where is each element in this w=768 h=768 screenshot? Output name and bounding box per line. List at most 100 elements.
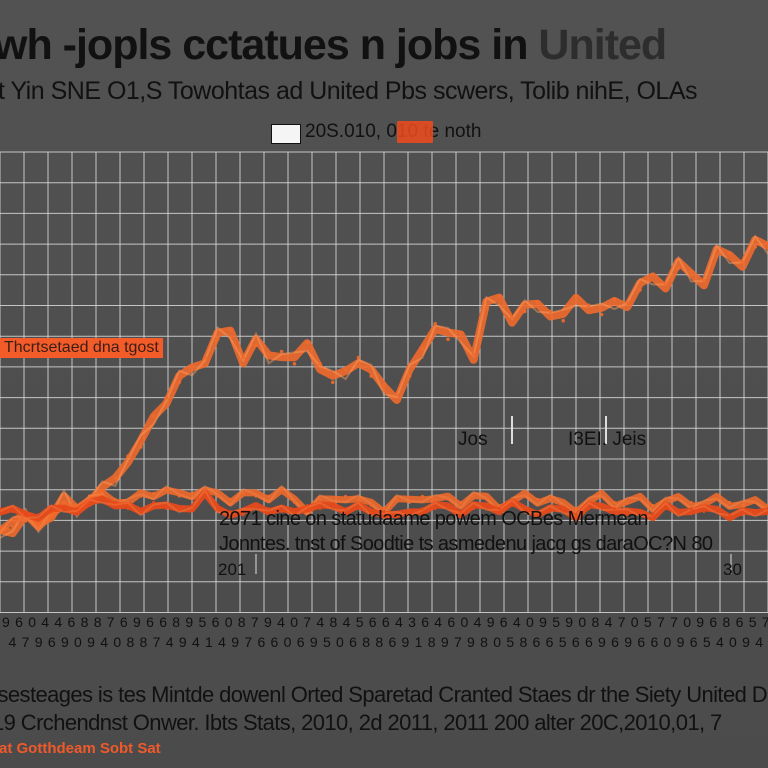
series-point-2 bbox=[677, 498, 680, 501]
x-tick-label: 9 bbox=[185, 614, 193, 630]
series-point-3 bbox=[63, 507, 66, 510]
series-point-3 bbox=[139, 510, 142, 513]
series-point-1 bbox=[382, 384, 386, 388]
series-point-2 bbox=[75, 504, 78, 507]
series-point-2 bbox=[280, 489, 283, 492]
x-tick-label: 6 bbox=[611, 634, 619, 650]
series-point-1 bbox=[753, 245, 757, 249]
series-point-1 bbox=[139, 445, 143, 449]
series-point-1 bbox=[472, 353, 476, 357]
x-tick-label: 6 bbox=[585, 634, 593, 650]
series-point-1 bbox=[485, 307, 489, 311]
x-tick-label: 9 bbox=[467, 634, 475, 650]
x-tick-label: 4 bbox=[434, 614, 442, 630]
x-tick-label: 8 bbox=[592, 614, 600, 630]
x-tick-label: 7 bbox=[657, 614, 665, 630]
series-point-1 bbox=[408, 374, 412, 378]
x-tick-label: 0 bbox=[336, 634, 344, 650]
series-point-2 bbox=[690, 501, 693, 504]
series-point-1 bbox=[536, 300, 540, 304]
x-tick-label: 6 bbox=[533, 634, 541, 650]
x-tick-label: 8 bbox=[362, 634, 370, 650]
series-point-1 bbox=[177, 381, 181, 385]
x-tick-label: 6 bbox=[690, 634, 698, 650]
x-tick-label: 0 bbox=[631, 614, 639, 630]
series-point-2 bbox=[626, 501, 629, 504]
line-chart: 9467094649608984706898676489945164098776… bbox=[0, 144, 768, 676]
x-tick-label: 3 bbox=[408, 614, 416, 630]
title-main: wh -jopls cctatues n jobs in bbox=[0, 21, 527, 69]
x-tick-label: 5 bbox=[323, 634, 331, 650]
x-tick-label: 8 bbox=[375, 634, 383, 650]
x-tick-label: 6 bbox=[212, 614, 220, 630]
x-tick-label: 6 bbox=[48, 634, 56, 650]
x-tick-label: 9 bbox=[133, 614, 141, 630]
x-tick-label: 0 bbox=[290, 614, 298, 630]
series-point-2 bbox=[152, 492, 155, 495]
x-tick-label: 6 bbox=[146, 614, 154, 630]
caption-line-2: 19 Crchendnst Onwer. Ibts Stats, 2010, 2… bbox=[0, 709, 768, 736]
x-tick-label: 9 bbox=[696, 614, 704, 630]
series-point-1 bbox=[229, 328, 233, 332]
x-tick-label: 8 bbox=[81, 614, 89, 630]
caption-line-1: Isesteages is tes Mintde dowenl Orted Sp… bbox=[0, 681, 768, 708]
series-point-1 bbox=[305, 340, 309, 344]
x-tick-label: 1 bbox=[415, 634, 423, 650]
x-tick-label: 6 bbox=[369, 614, 377, 630]
note-year-left: 201 bbox=[218, 560, 246, 580]
series-point-1 bbox=[152, 414, 156, 418]
series-point-1 bbox=[241, 356, 245, 360]
series-point-2 bbox=[408, 501, 411, 504]
series-point-2 bbox=[613, 501, 616, 504]
x-tick-label: 6 bbox=[257, 634, 265, 650]
series-point-1 bbox=[433, 322, 437, 326]
series-point-1 bbox=[293, 362, 297, 366]
x-tick-label: 4 bbox=[474, 614, 482, 630]
x-tick-label: 0 bbox=[225, 614, 233, 630]
series-point-1 bbox=[638, 288, 642, 292]
x-tick-label: 9 bbox=[598, 634, 606, 650]
series-point-3 bbox=[152, 501, 155, 504]
series-point-3 bbox=[101, 498, 104, 501]
x-tick-label: 4 bbox=[218, 634, 226, 650]
chart-subtitle: t Yin SNE O1,S Towohtas ad United Pbs sc… bbox=[0, 76, 768, 106]
series-point-1 bbox=[549, 310, 553, 314]
x-tick-label: 4 bbox=[343, 614, 351, 630]
x-tick-label: 4 bbox=[41, 614, 49, 630]
series-point-1 bbox=[587, 304, 591, 308]
series-point-1 bbox=[446, 337, 450, 341]
x-tick-label: 4 bbox=[100, 634, 108, 650]
x-tick-label: 6 bbox=[736, 614, 744, 630]
series-point-2 bbox=[37, 523, 40, 526]
series-point-3 bbox=[75, 507, 78, 510]
series-point-1 bbox=[203, 356, 207, 360]
series-point-2 bbox=[229, 498, 232, 501]
series-point-2 bbox=[216, 495, 219, 498]
legend: 20S.010, 010 te noth bbox=[305, 120, 481, 144]
series-point-1 bbox=[741, 260, 745, 264]
series-point-2 bbox=[472, 495, 475, 498]
series-point-3 bbox=[114, 501, 117, 504]
x-tick-label: 9 bbox=[441, 634, 449, 650]
x-tick-label: 6 bbox=[421, 614, 429, 630]
x-tick-label: 6 bbox=[349, 634, 357, 650]
series-point-1 bbox=[702, 279, 706, 283]
x-tick-label: 8 bbox=[723, 614, 731, 630]
x-tick-label: 9 bbox=[487, 614, 495, 630]
x-tick-label: 6 bbox=[650, 634, 658, 650]
legend-marker bbox=[271, 124, 301, 144]
x-tick-label: 4 bbox=[192, 634, 200, 650]
x-tick-label: 6 bbox=[297, 634, 305, 650]
series-point-1 bbox=[459, 331, 463, 335]
x-tick-label: 9 bbox=[264, 614, 272, 630]
series-point-2 bbox=[11, 519, 14, 522]
note-year-right: 30 bbox=[723, 560, 742, 580]
x-tick-label: 8 bbox=[330, 614, 338, 630]
x-tick-label: 0 bbox=[664, 634, 672, 650]
x-tick-label: 6 bbox=[637, 634, 645, 650]
series-point-2 bbox=[434, 498, 437, 501]
note-line-2: Jonntes. tnst of Soodtie ts asmedenu jac… bbox=[219, 532, 755, 557]
series-point-1 bbox=[216, 337, 220, 341]
